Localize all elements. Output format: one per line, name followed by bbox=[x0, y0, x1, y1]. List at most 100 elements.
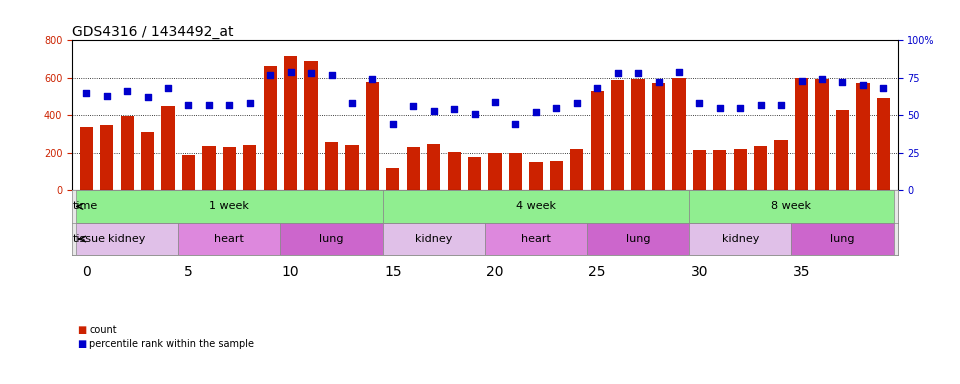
Bar bbox=[219, 190, 240, 255]
Point bbox=[589, 85, 605, 91]
Bar bbox=[713, 150, 727, 190]
Bar bbox=[284, 56, 298, 190]
Bar bbox=[672, 78, 685, 190]
Text: GSM949153: GSM949153 bbox=[860, 194, 866, 238]
Bar bbox=[76, 223, 179, 255]
Text: GSM949144: GSM949144 bbox=[676, 194, 682, 238]
Bar bbox=[546, 190, 566, 255]
Text: GSM949132: GSM949132 bbox=[431, 194, 437, 238]
Bar bbox=[570, 149, 584, 190]
Bar bbox=[137, 190, 157, 255]
Bar bbox=[465, 190, 485, 255]
Bar bbox=[693, 150, 706, 190]
Point bbox=[99, 93, 114, 99]
Bar bbox=[199, 190, 219, 255]
Text: GSM949115: GSM949115 bbox=[84, 194, 89, 238]
Point bbox=[528, 109, 543, 115]
Point bbox=[426, 108, 442, 114]
Bar bbox=[403, 190, 423, 255]
Bar bbox=[652, 83, 665, 190]
Text: GSM949146: GSM949146 bbox=[717, 194, 723, 238]
Text: heart: heart bbox=[521, 234, 551, 244]
Point bbox=[488, 99, 503, 105]
Text: GSM949118: GSM949118 bbox=[145, 194, 151, 238]
Text: 8 week: 8 week bbox=[771, 201, 811, 212]
Bar bbox=[324, 142, 338, 190]
Text: GSM949138: GSM949138 bbox=[553, 194, 560, 238]
Bar bbox=[832, 190, 852, 255]
Text: GSM949139: GSM949139 bbox=[574, 194, 580, 238]
Bar bbox=[100, 124, 113, 190]
Bar bbox=[775, 139, 788, 190]
Point bbox=[774, 102, 789, 108]
Bar bbox=[505, 190, 526, 255]
Text: ■: ■ bbox=[77, 339, 86, 349]
Text: lung: lung bbox=[320, 234, 344, 244]
Text: GSM949145: GSM949145 bbox=[696, 194, 703, 238]
Point bbox=[79, 90, 94, 96]
Text: GSM949124: GSM949124 bbox=[267, 194, 274, 238]
Bar bbox=[181, 154, 195, 190]
Text: lung: lung bbox=[626, 234, 650, 244]
Point bbox=[202, 102, 217, 108]
Bar bbox=[243, 145, 256, 190]
Bar bbox=[346, 145, 359, 190]
Text: count: count bbox=[89, 325, 117, 335]
Text: lung: lung bbox=[830, 234, 854, 244]
Point bbox=[303, 70, 319, 76]
Text: GSM949140: GSM949140 bbox=[594, 194, 600, 238]
Bar bbox=[669, 190, 689, 255]
Bar bbox=[427, 144, 441, 190]
Text: GSM949148: GSM949148 bbox=[757, 194, 764, 238]
Bar bbox=[423, 190, 444, 255]
Bar bbox=[383, 190, 689, 223]
Bar bbox=[97, 190, 117, 255]
Text: GSM949116: GSM949116 bbox=[104, 194, 109, 238]
Bar bbox=[300, 190, 322, 255]
Bar bbox=[203, 146, 216, 190]
Bar bbox=[791, 223, 894, 255]
Bar bbox=[489, 152, 502, 190]
Text: kidney: kidney bbox=[108, 234, 146, 244]
Point bbox=[712, 104, 728, 111]
Point bbox=[753, 102, 768, 108]
Text: GSM949117: GSM949117 bbox=[124, 194, 131, 238]
Bar bbox=[628, 190, 648, 255]
Bar bbox=[815, 79, 828, 190]
Bar bbox=[876, 98, 890, 190]
Bar bbox=[76, 190, 97, 255]
Text: GSM949119: GSM949119 bbox=[165, 194, 171, 238]
Bar bbox=[280, 190, 300, 255]
Point bbox=[180, 102, 196, 108]
Bar bbox=[733, 149, 747, 190]
Text: GSM949130: GSM949130 bbox=[390, 194, 396, 238]
Bar bbox=[383, 223, 485, 255]
Text: GSM949128: GSM949128 bbox=[349, 194, 355, 238]
Text: GSM949154: GSM949154 bbox=[880, 194, 886, 238]
Point bbox=[631, 70, 646, 76]
Text: GSM949120: GSM949120 bbox=[185, 194, 191, 238]
Bar bbox=[223, 147, 236, 190]
Bar bbox=[689, 190, 709, 255]
Point bbox=[814, 76, 829, 82]
Bar bbox=[264, 66, 276, 190]
Bar bbox=[76, 190, 383, 223]
Text: GSM949142: GSM949142 bbox=[636, 194, 641, 238]
Bar bbox=[795, 78, 808, 190]
Point bbox=[692, 100, 708, 106]
Bar bbox=[529, 162, 542, 190]
Point bbox=[671, 69, 686, 75]
Bar bbox=[754, 146, 767, 190]
Bar bbox=[566, 190, 587, 255]
Text: GSM949152: GSM949152 bbox=[839, 194, 846, 238]
Bar bbox=[587, 190, 608, 255]
Text: ■: ■ bbox=[77, 325, 86, 335]
Point bbox=[365, 76, 380, 82]
Text: time: time bbox=[72, 201, 98, 212]
Text: GSM949134: GSM949134 bbox=[471, 194, 477, 238]
Point bbox=[794, 78, 809, 84]
Text: GSM949123: GSM949123 bbox=[247, 194, 252, 238]
Point bbox=[405, 103, 420, 109]
Bar bbox=[730, 190, 751, 255]
Bar bbox=[179, 223, 280, 255]
